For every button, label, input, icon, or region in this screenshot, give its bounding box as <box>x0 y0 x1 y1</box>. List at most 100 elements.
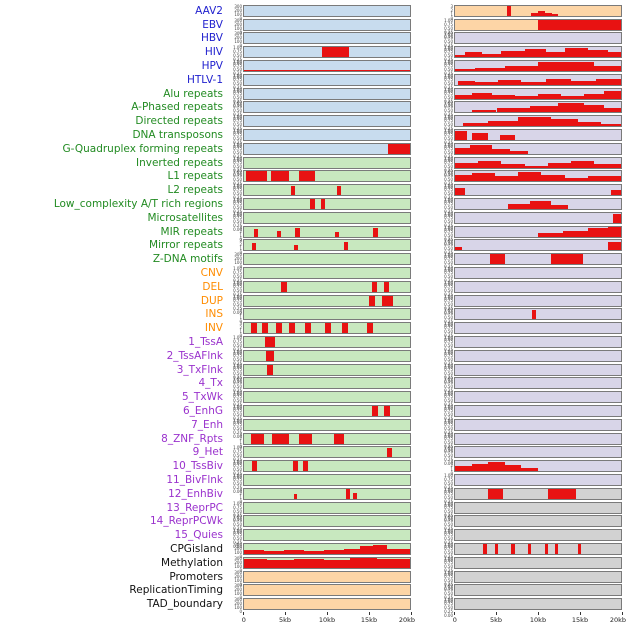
y-tick-label: 0.75 <box>233 187 242 193</box>
track-panel-left <box>243 515 411 528</box>
y-tick-label: 1.00 <box>233 100 242 106</box>
track-row: 5_TxWk 1.00 0.75 0.50 0.25 0.00 1.00 0.75 0.50 0.… <box>0 390 630 411</box>
y-tick-label: 1.00 <box>233 86 242 92</box>
data-segment <box>346 489 351 499</box>
y-tick-label: 0.00 <box>233 144 242 150</box>
data-segment <box>252 461 258 472</box>
data-segment <box>323 549 344 554</box>
track-row: HTLV-1 1.00 0.75 0.50 0.25 0.00 1.00 0.75 0.50 0.… <box>0 73 630 93</box>
x-tick-label: 10kb <box>529 616 547 625</box>
y-axis-ticks: 1.00 0.75 0.50 0.25 0.00 <box>228 391 243 411</box>
y-axis-ticks: 1.00 0.75 0.50 0.25 0.00 <box>439 584 454 604</box>
data-segment <box>369 295 376 306</box>
y-axis-ticks: 1.00 0.75 0.50 0.25 0.00 <box>228 46 243 66</box>
y-tick-label: 0.75 <box>233 449 242 455</box>
data-segment <box>501 51 525 58</box>
y-axis-ticks: 1.00 0.75 0.50 0.25 0.00 <box>439 349 454 369</box>
x-tick-label: 10kb <box>318 616 336 625</box>
track-row: AAV2 300 200 100 0 3 2 1 0 <box>0 3 630 20</box>
y-tick-label: 0.00 <box>444 157 453 163</box>
data-segment <box>343 242 348 251</box>
y-tick-label: 2 <box>239 311 242 317</box>
y-tick-label: 0.50 <box>444 274 453 280</box>
y-tick-label: 1.00 <box>444 417 453 423</box>
track-label: HIV <box>204 46 223 59</box>
y-tick-label: 0.25 <box>233 153 242 159</box>
y-tick-label: 0.00 <box>444 378 453 384</box>
y-tick-label: 0.50 <box>444 549 453 555</box>
data-segment <box>594 163 621 168</box>
track-row: CPGisland 300 200 100 0 1.00 0.75 0.50 0.25 0.00 <box>0 542 630 562</box>
y-tick-label: 0.00 <box>233 351 242 357</box>
track-label: HPV <box>201 60 223 73</box>
data-segment <box>494 543 499 554</box>
data-segment <box>567 61 595 72</box>
track-panel-left <box>243 349 411 362</box>
data-segment <box>474 67 505 72</box>
track-row: 12_EnhBiv 3 2 1 0 1.00 0.75 0.50 0.25 0.00 <box>0 487 630 507</box>
track-row: EBV 300 200 100 0 1.00 0.75 0.50 0.25 0.00 <box>0 18 630 38</box>
track-panel-right <box>454 446 622 459</box>
y-tick-label: 0.50 <box>444 439 453 445</box>
y-tick-label: 1.00 <box>444 376 453 382</box>
y-tick-label: 1.00 <box>233 528 242 534</box>
y-tick-label: 0.25 <box>233 209 242 215</box>
x-tick-mark <box>538 612 539 616</box>
y-tick-label: 0.25 <box>233 84 242 90</box>
y-tick-label: 0 <box>239 250 242 256</box>
track-row: 11_BivFlnk 1.00 0.75 0.50 0.25 0.00 1.00 0.75 0.… <box>0 473 630 493</box>
data-segment <box>538 19 621 30</box>
track-panel-left <box>243 584 411 597</box>
track-label: 9_Het <box>192 446 223 459</box>
y-tick-label: 0.00 <box>233 226 242 232</box>
y-tick-label: 0.50 <box>233 522 242 528</box>
track-panel-right <box>454 142 622 155</box>
x-tick-label: 0 <box>452 616 457 625</box>
data-segment <box>547 488 577 499</box>
y-tick-label: 0.25 <box>444 71 453 77</box>
data-segment <box>250 433 264 444</box>
data-segment <box>544 543 548 554</box>
y-tick-label: 0.50 <box>444 149 453 155</box>
y-tick-label: 1.00 <box>233 417 242 423</box>
y-tick-label: 200 <box>234 601 242 607</box>
data-segment <box>323 559 351 568</box>
track-panel-right <box>454 294 622 307</box>
y-axis-ticks: 1.00 0.75 0.50 0.25 0.00 <box>228 515 243 535</box>
y-tick-label: 0.00 <box>444 240 453 246</box>
y-tick-label: 0.50 <box>444 177 453 183</box>
y-tick-label: 0.00 <box>444 199 453 205</box>
track-row: ReplicationTiming 300 200 100 0 1.00 0.75 0.50 0… <box>0 583 630 604</box>
x-tick-label: 5kb <box>278 616 292 625</box>
track-panel-right <box>454 349 622 362</box>
track-label: Z-DNA motifs <box>152 253 223 266</box>
track-label: 5_TxWk <box>181 391 223 404</box>
data-segment <box>577 543 582 554</box>
y-tick-label: 0.75 <box>233 283 242 289</box>
y-tick-label: 0.25 <box>444 250 453 256</box>
track-panel-left <box>243 129 411 142</box>
y-tick-label: 0.00 <box>233 282 242 288</box>
y-tick-label: 0.00 <box>233 433 242 439</box>
y-axis-ticks: 300 200 100 0 <box>228 3 243 20</box>
track-label: Microsatellites <box>147 211 223 224</box>
x-tick-label: 20kb <box>398 616 416 625</box>
track-rows: AAV2 300 200 100 0 3 2 1 0 EBV 300 200 100 0 1.00 0.75 0… <box>0 3 630 618</box>
y-axis-ticks: 1.00 0.75 0.50 0.25 0.00 <box>439 556 454 576</box>
y-tick-label: 0.75 <box>444 35 453 41</box>
y-tick-label: 0 <box>239 29 242 35</box>
data-segment <box>524 48 547 58</box>
y-tick-label: 300 <box>234 3 242 9</box>
data-segment <box>547 162 572 168</box>
track-panel-right <box>454 129 622 142</box>
data-segment <box>551 254 583 265</box>
y-tick-label: 0.00 <box>444 226 453 232</box>
data-segment <box>386 549 410 554</box>
track-label: L1 repeats <box>167 170 223 183</box>
data-segment <box>455 175 472 182</box>
track-row: 4_Tx 1.00 0.75 0.50 0.25 0.00 1.00 0.75 0.50 0.25… <box>0 376 630 397</box>
y-axis-ticks: 1.00 0.75 0.50 0.25 0.00 <box>439 405 454 425</box>
y-tick-label: 0 <box>239 319 242 325</box>
y-tick-label: 0.50 <box>444 577 453 583</box>
